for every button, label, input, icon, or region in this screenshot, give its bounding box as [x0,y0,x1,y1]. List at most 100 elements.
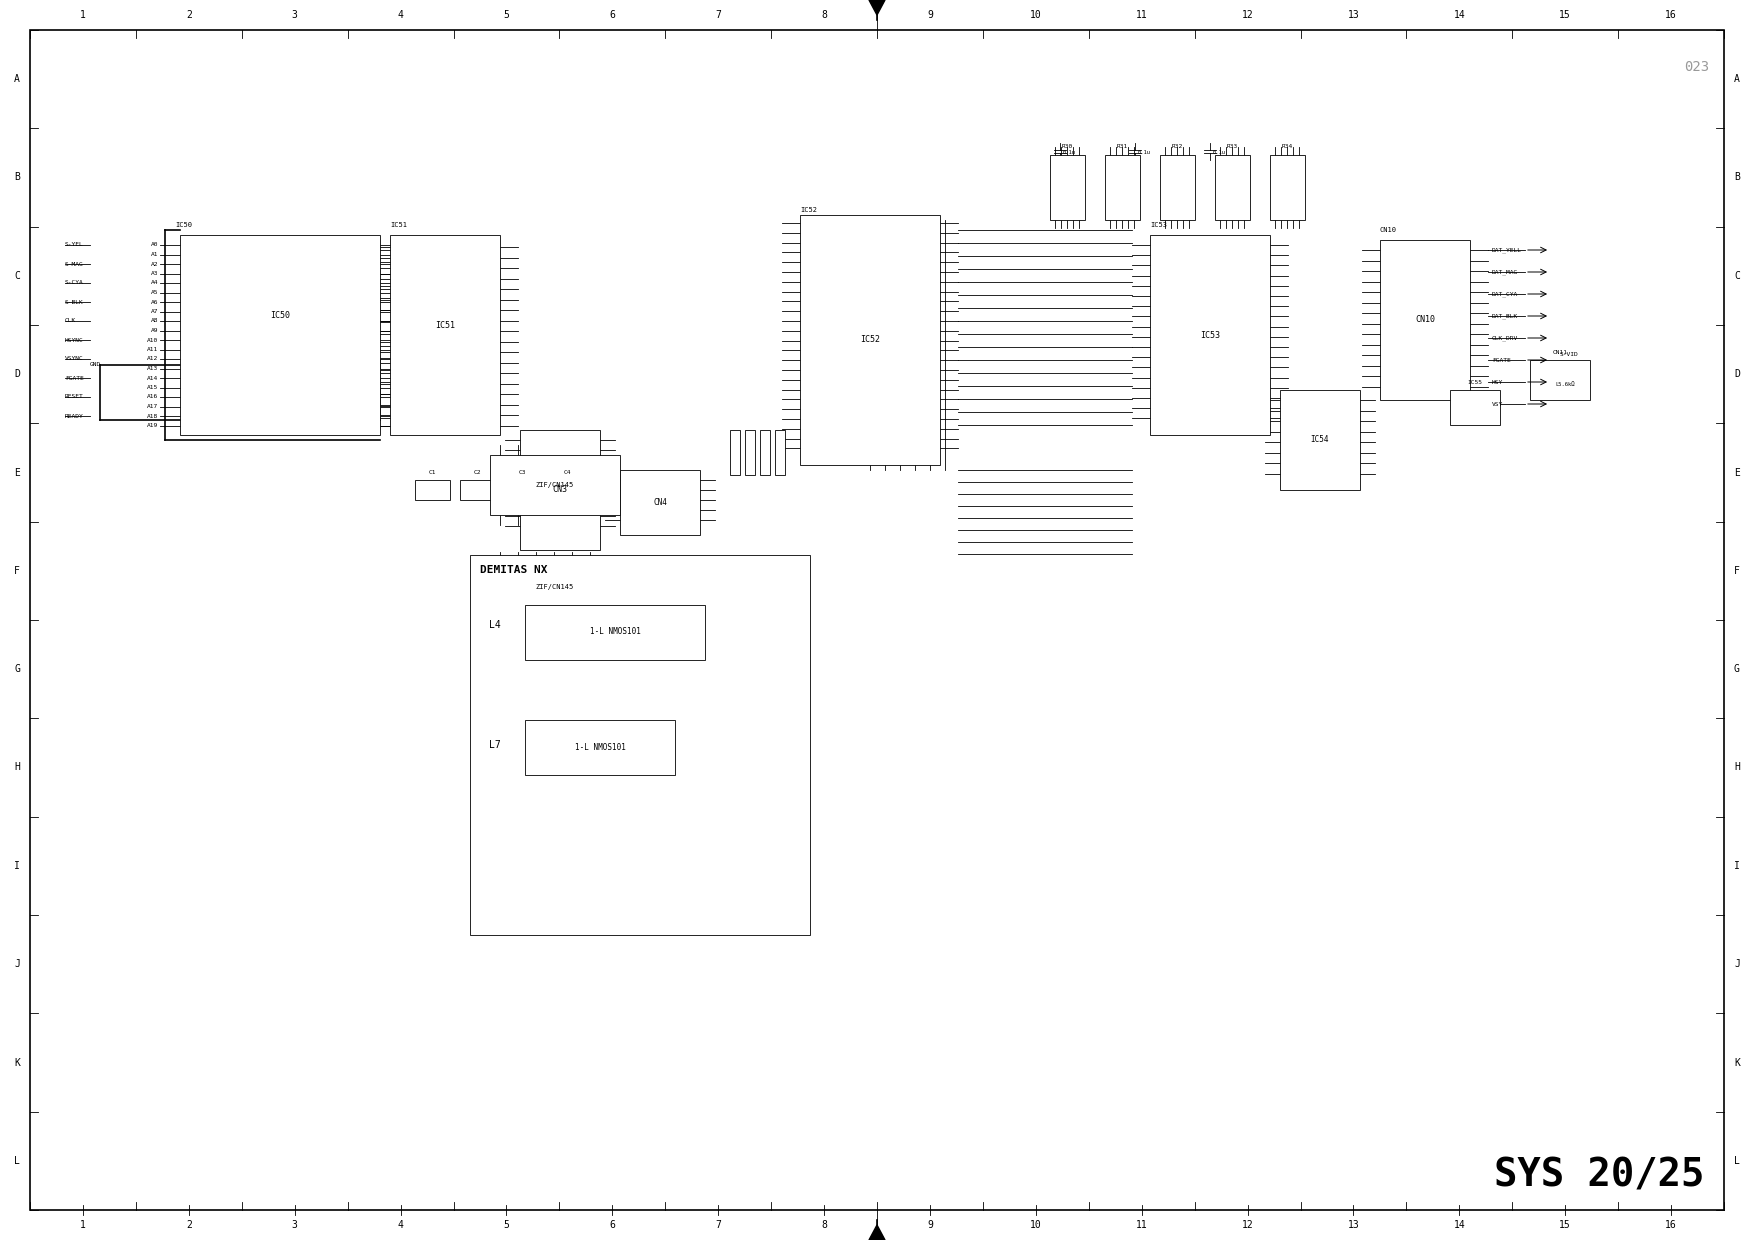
Text: 023: 023 [1684,60,1708,74]
Text: 1-L NMOS101: 1-L NMOS101 [589,627,640,636]
Text: IC55: IC55 [1468,381,1482,386]
Text: 7: 7 [716,1220,721,1230]
Text: 6: 6 [609,10,616,20]
Text: C4: C4 [563,470,570,475]
Text: IC53: IC53 [1200,331,1221,340]
Bar [759,430,770,475]
Text: C: C [1735,270,1740,280]
Text: IC50: IC50 [175,222,191,228]
Text: 1: 1 [81,10,86,20]
Bar [181,236,381,435]
Text: A15: A15 [147,384,158,391]
Text: R33: R33 [1226,145,1238,150]
Text: 13: 13 [1347,1220,1359,1230]
Text: J: J [1735,960,1740,970]
Text: K: K [14,1058,19,1068]
Text: CN4: CN4 [652,498,667,507]
Bar [505,480,540,500]
Text: A13: A13 [147,366,158,371]
Text: IC52: IC52 [859,336,881,345]
Text: 14: 14 [1454,10,1465,20]
Text: 0.1u: 0.1u [1138,150,1151,155]
Text: IC52: IC52 [800,207,817,213]
Text: A14: A14 [147,376,158,381]
Bar [1105,155,1140,219]
Text: C: C [14,270,19,280]
Text: I: I [14,861,19,870]
Text: E: E [14,467,19,477]
Text: L7: L7 [489,740,502,750]
Text: 10: 10 [1030,10,1042,20]
Text: K: K [1735,1058,1740,1068]
Text: 5: 5 [503,10,509,20]
Bar [519,430,600,551]
Text: DAT_BLK: DAT_BLK [1493,314,1519,319]
Bar [1380,241,1470,401]
Text: 2: 2 [186,10,191,20]
Bar [489,560,619,615]
Text: A12: A12 [147,357,158,362]
Text: H: H [14,763,19,773]
Text: C2: C2 [474,470,481,475]
Text: A: A [14,74,19,84]
Text: 8: 8 [821,10,826,20]
Text: 16: 16 [1665,1220,1677,1230]
Text: SYS 20/25: SYS 20/25 [1494,1157,1703,1195]
Text: 12: 12 [1242,1220,1254,1230]
Text: 5: 5 [503,1220,509,1230]
Text: DAT_YELL: DAT_YELL [1493,247,1522,253]
Text: 11: 11 [1137,10,1147,20]
Text: 13: 13 [1347,10,1359,20]
Text: IC51: IC51 [389,222,407,228]
Text: RESET: RESET [65,394,84,399]
Text: R30: R30 [1061,145,1073,150]
Text: S-BLK: S-BLK [65,300,84,305]
Text: R32: R32 [1172,145,1182,150]
Bar [1216,155,1251,219]
Text: S-MAG: S-MAG [65,262,84,267]
Text: F: F [14,565,19,575]
Text: D: D [14,370,19,379]
Text: IC50: IC50 [270,310,289,320]
Text: J: J [14,960,19,970]
Text: CN10: CN10 [1380,227,1396,233]
Text: A10: A10 [147,337,158,342]
Bar [524,720,675,775]
Text: 0.1u: 0.1u [1214,150,1226,155]
Text: 3: 3 [291,10,298,20]
Text: L: L [1735,1156,1740,1166]
Text: L5.6kΩ: L5.6kΩ [1556,382,1575,387]
Text: 4: 4 [398,10,403,20]
Bar [1280,391,1359,490]
Text: 0.1u: 0.1u [1063,150,1075,155]
Polygon shape [868,0,886,15]
Text: 10: 10 [1030,1220,1042,1230]
Text: READY: READY [65,413,84,419]
Text: A18: A18 [147,413,158,419]
Text: VSY: VSY [1493,402,1503,407]
Text: S-VID: S-VID [1559,352,1579,357]
Bar [524,605,705,660]
Bar [745,430,754,475]
Text: HSY: HSY [1493,379,1503,384]
Text: CN11: CN11 [1552,351,1568,356]
Text: I: I [1735,861,1740,870]
Text: ZIF/CN145: ZIF/CN145 [537,584,574,590]
Text: G: G [1735,665,1740,675]
Bar [775,430,786,475]
Text: R31: R31 [1116,145,1128,150]
Text: FGATE: FGATE [1493,357,1510,362]
Text: CN10: CN10 [1415,315,1435,325]
Text: A1: A1 [151,252,158,257]
Text: 11: 11 [1137,1220,1147,1230]
Text: 1-L NMOS101: 1-L NMOS101 [575,743,626,751]
Text: 9: 9 [928,1220,933,1230]
Text: B: B [14,172,19,182]
Bar [470,556,810,935]
Text: 16: 16 [1665,10,1677,20]
Text: CLK_DRV: CLK_DRV [1493,335,1519,341]
Text: DAT_MAG: DAT_MAG [1493,269,1519,275]
Text: S-CYA: S-CYA [65,280,84,285]
Bar [730,430,740,475]
Bar [1529,360,1589,401]
